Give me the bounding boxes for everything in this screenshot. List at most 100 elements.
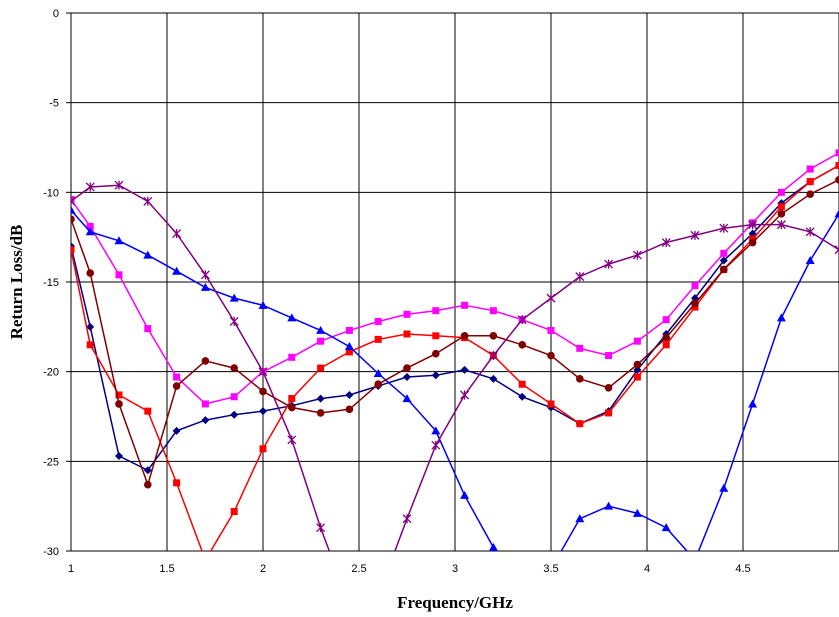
data-point	[230, 410, 239, 419]
grid-lines	[66, 12, 839, 552]
data-point	[172, 426, 181, 435]
data-point	[316, 523, 326, 533]
data-point	[345, 600, 353, 609]
x-axis-label: Frequency/GHz	[397, 593, 513, 612]
data-point	[173, 479, 181, 487]
data-point	[605, 409, 613, 417]
data-point	[488, 542, 498, 551]
data-point	[115, 271, 123, 279]
data-point	[576, 420, 584, 428]
data-point	[662, 341, 670, 349]
data-point	[834, 209, 839, 218]
series-5	[71, 175, 839, 489]
data-point	[748, 238, 757, 247]
data-point	[805, 255, 815, 264]
data-point	[71, 205, 76, 214]
data-point	[316, 394, 325, 403]
data-point	[144, 325, 152, 333]
data-point	[576, 344, 584, 352]
data-point	[374, 591, 382, 600]
data-point	[144, 407, 152, 415]
data-point	[114, 180, 124, 190]
data-point	[345, 326, 353, 334]
data-point	[85, 227, 95, 236]
x-tick-label: 4.5	[735, 563, 750, 575]
data-point	[691, 299, 699, 308]
data-point	[432, 307, 440, 315]
data-point	[489, 307, 497, 315]
data-point	[316, 409, 325, 417]
data-point	[403, 330, 411, 338]
data-point	[172, 266, 182, 275]
data-point	[547, 326, 555, 334]
data-point	[288, 353, 296, 361]
data-point	[287, 313, 297, 322]
data-point	[316, 325, 326, 334]
data-point	[345, 405, 354, 414]
data-point	[172, 229, 182, 239]
x-tick-label: 1.5	[159, 563, 174, 575]
data-point	[431, 440, 441, 450]
data-point	[460, 332, 469, 340]
data-point	[259, 445, 267, 453]
data-point	[748, 220, 758, 230]
data-point	[805, 227, 815, 237]
series-2	[71, 161, 839, 551]
data-point	[432, 332, 440, 340]
series-6	[71, 180, 839, 609]
y-tick-label: -30	[43, 546, 59, 558]
plot-area	[70, 12, 839, 552]
data-point	[489, 374, 498, 383]
data-point	[691, 555, 700, 563]
data-point	[230, 393, 238, 401]
data-point	[575, 514, 585, 523]
data-point	[143, 250, 153, 259]
data-point	[547, 400, 555, 408]
data-point	[633, 337, 641, 345]
data-point	[115, 400, 123, 408]
data-point	[288, 395, 296, 403]
data-point	[143, 196, 153, 206]
y-axis-label: Return Loss/dB	[7, 225, 26, 340]
data-point	[71, 215, 75, 224]
data-point	[460, 490, 470, 499]
data-point	[229, 316, 239, 326]
data-point	[604, 259, 614, 269]
data-point	[806, 190, 814, 198]
series-group	[71, 149, 839, 609]
data-point	[143, 466, 152, 475]
data-point	[403, 373, 411, 382]
data-point	[432, 349, 440, 358]
data-point	[661, 238, 671, 248]
data-point	[518, 392, 527, 401]
data-point	[402, 394, 412, 403]
data-point	[460, 390, 470, 400]
data-point	[258, 367, 268, 377]
data-point	[806, 178, 814, 186]
y-tick-label: -20	[43, 367, 59, 379]
x-tick-label: 4	[644, 563, 650, 575]
data-point	[345, 390, 354, 399]
data-point	[374, 317, 382, 325]
data-point	[575, 272, 585, 282]
data-point	[317, 364, 325, 372]
y-axis-ticks: 0 -5 -10 -15 -20 -25 -30	[43, 8, 59, 558]
series-line	[71, 164, 839, 472]
data-point	[461, 301, 469, 309]
data-point	[488, 351, 498, 361]
data-point	[317, 337, 325, 345]
data-point	[604, 501, 614, 510]
data-point	[661, 523, 671, 532]
data-point	[576, 375, 584, 383]
data-point	[691, 282, 699, 290]
series-line	[71, 164, 839, 551]
x-axis-ticks: 1 1.5 2 2.5 3 3.5 4 4.5	[68, 563, 751, 575]
data-point	[518, 380, 526, 388]
data-point	[230, 364, 238, 372]
data-point	[662, 333, 670, 342]
x-tick-label: 3	[452, 563, 458, 575]
data-point	[777, 203, 785, 211]
data-point	[288, 403, 296, 412]
data-point	[632, 508, 642, 517]
